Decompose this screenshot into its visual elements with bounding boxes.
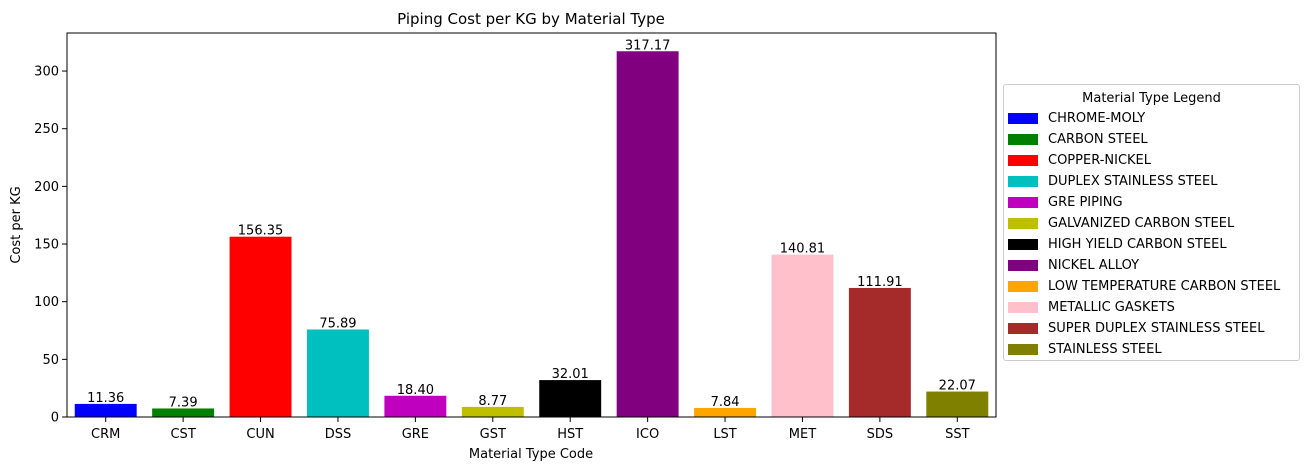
bar-value-label: 317.17 [625,38,671,53]
x-tick-label: DSS [325,427,352,442]
legend-label: GALVANIZED CARBON STEEL [1048,216,1235,231]
legend-item: METALLIC GASKETS [1004,297,1299,318]
bar-ico [616,51,679,417]
bar-sst [926,391,989,417]
legend-swatch [1008,176,1038,187]
x-tick-label: CUN [246,427,274,442]
legend-label: NICKEL ALLOY [1048,258,1140,273]
x-tick-label: LST [713,427,736,442]
legend-item: HIGH YIELD CARBON STEEL [1004,234,1299,255]
bar-value-label: 18.40 [397,383,434,398]
x-tick-label: GST [480,427,506,442]
bar-value-label: 11.36 [87,391,124,406]
legend-swatch [1008,218,1038,229]
legend-item: GALVANIZED CARBON STEEL [1004,213,1299,234]
bar-crm [74,403,137,417]
x-tick-label: SST [945,427,970,442]
bar-dss [306,329,369,417]
x-tick-label: HST [557,427,583,442]
bar-gst [461,406,524,417]
legend-label: CHROME-MOLY [1048,111,1146,126]
y-tick-label: 50 [42,353,59,368]
legend-label: METALLIC GASKETS [1048,300,1175,315]
legend-swatch [1008,260,1038,271]
legend-label: STAINLESS STEEL [1048,342,1162,357]
y-tick-label: 0 [51,411,59,426]
legend-swatch [1008,197,1038,208]
legend-swatch [1008,344,1038,355]
x-axis-label: Material Type Code [469,447,593,462]
legend-swatch [1008,281,1038,292]
bar-value-label: 22.07 [939,379,976,394]
bar-value-label: 111.91 [857,275,903,290]
y-tick-label: 150 [34,238,59,253]
legend-swatch [1008,302,1038,313]
y-axis-label: Cost per KG [9,186,24,263]
x-tick-label: MET [789,427,816,442]
legend-label: HIGH YIELD CARBON STEEL [1048,237,1227,252]
bar-value-label: 7.39 [169,395,198,410]
legend-item: NICKEL ALLOY [1004,255,1299,276]
legend-item: STAINLESS STEEL [1004,339,1299,360]
bar-value-label: 8.77 [478,394,507,409]
legend-swatch [1008,239,1038,250]
bar-value-label: 156.35 [238,224,284,239]
x-tick-label: CST [170,427,195,442]
y-tick-label: 200 [34,180,59,195]
legend-item: COPPER-NICKEL [1004,150,1299,171]
y-tick-label: 250 [34,122,59,137]
x-tick-label: CRM [91,427,120,442]
y-tick-label: 300 [34,65,59,80]
legend-item: LOW TEMPERATURE CARBON STEEL [1004,276,1299,297]
legend-swatch [1008,113,1038,124]
legend-label: CARBON STEEL [1048,132,1148,147]
bar-hst [539,380,602,417]
legend-label: SUPER DUPLEX STAINLESS STEEL [1048,321,1265,336]
chart-title: Piping Cost per KG by Material Type [397,10,665,28]
legend-swatch [1008,323,1038,334]
bar-value-label: 32.01 [552,367,589,382]
legend-swatch [1008,134,1038,145]
bar-lst [694,407,757,417]
bar-value-label: 75.89 [319,316,356,331]
legend-label: GRE PIPING [1048,195,1123,210]
bar-cst [152,408,215,417]
bar-sds [848,287,911,417]
bar-value-label: 7.84 [711,395,740,410]
legend-item: SUPER DUPLEX STAINLESS STEEL [1004,318,1299,339]
legend-item: DUPLEX STAINLESS STEEL [1004,171,1299,192]
y-tick-label: 100 [34,295,59,310]
legend-label: DUPLEX STAINLESS STEEL [1048,174,1218,189]
bar-met [771,254,834,417]
legend: Material Type Legend CHROME-MOLY CARBON S… [1003,84,1300,361]
legend-title: Material Type Legend [1082,91,1221,106]
legend-item: CARBON STEEL [1004,129,1299,150]
legend-label: COPPER-NICKEL [1048,153,1152,168]
legend-label: LOW TEMPERATURE CARBON STEEL [1048,279,1281,294]
legend-item: GRE PIPING [1004,192,1299,213]
bar-gre [384,395,447,417]
bar-value-label: 140.81 [780,242,826,257]
x-tick-label: ICO [636,427,659,442]
x-tick-label: GRE [402,427,429,442]
legend-item: CHROME-MOLY [1004,108,1299,129]
legend-swatch [1008,155,1038,166]
legend-items: CHROME-MOLY CARBON STEEL COPPER-NICKEL DUPL… [1004,108,1299,360]
bar-cun [229,236,292,417]
plot-frame [66,32,997,418]
x-tick-label: SDS [867,427,894,442]
